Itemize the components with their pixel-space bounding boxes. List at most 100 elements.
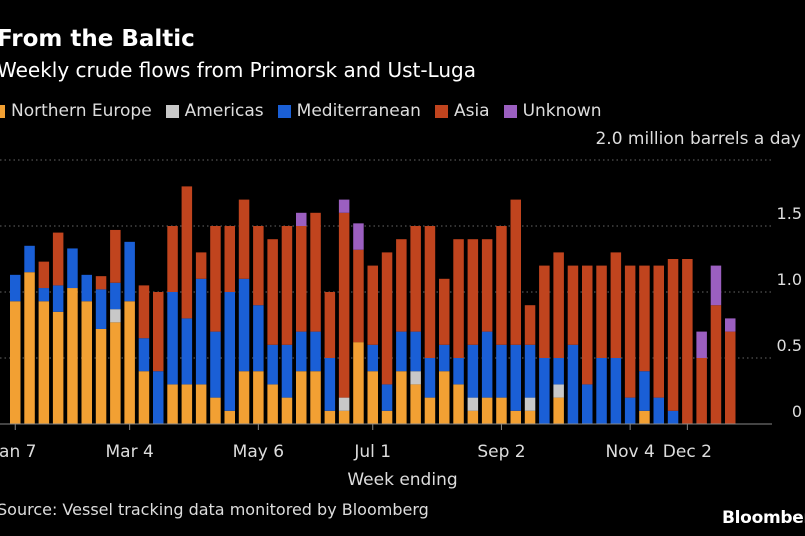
x-tick-label: Jan 7 <box>0 442 36 462</box>
bar-segment-northern-europe <box>124 301 135 424</box>
bar-segment-mediterranean <box>496 344 507 398</box>
y-tick-labels: 0 0.5 1.0 1.5 <box>777 204 802 421</box>
bar-segment-mediterranean <box>324 358 336 411</box>
bar-segment-asia <box>424 226 436 358</box>
bar-segment-americas <box>110 309 121 323</box>
bar-segment-mediterranean <box>52 285 64 312</box>
bar-segment-asia <box>710 305 722 424</box>
bar-segment-northern-europe <box>210 397 221 424</box>
y-tick-label: 1.0 <box>777 270 802 289</box>
bar-segment-mediterranean <box>310 331 321 372</box>
legend-label-unknown: Unknown <box>522 101 602 121</box>
bar-segment-asia <box>410 226 421 332</box>
bar-segment-northern-europe <box>167 384 178 424</box>
x-tick-label: Jul 1 <box>353 442 391 462</box>
legend-label-americas: Americas <box>184 101 264 121</box>
bar-segment-asia <box>95 276 107 290</box>
bar-segment-mediterranean <box>95 289 107 329</box>
bar-segment-asia <box>52 232 64 286</box>
bar-segment-asia <box>224 226 235 292</box>
bar-segment-asia <box>496 226 507 345</box>
bar-segment-northern-europe <box>424 397 436 424</box>
bar-segment-asia <box>567 265 579 345</box>
y-unit-label: 2.0 million barrels a day <box>595 129 801 149</box>
bar-segment-northern-europe <box>110 322 121 424</box>
bar-segment-asia <box>381 252 393 385</box>
bar-segment-asia <box>481 239 493 332</box>
bar-segment-asia <box>682 259 693 424</box>
x-tick-labels: Jan 7 Mar 4 May 6 Jul 1 Sep 2 Nov 4 Dec 2 <box>0 424 712 462</box>
bar-segment-mediterranean <box>596 358 607 424</box>
bar-segment-mediterranean <box>567 344 579 424</box>
x-tick-label: Sep 2 <box>477 442 525 462</box>
bar-segment-mediterranean <box>253 305 264 372</box>
bar-segment-americas <box>467 397 479 411</box>
legend-swatch-mediterranean <box>277 104 291 118</box>
bar-segment-asia <box>238 199 250 279</box>
bar-segment-mediterranean <box>439 344 450 372</box>
bar-segment-asia <box>725 331 736 424</box>
bar-segment-unknown <box>338 199 350 213</box>
x-tick-label: Mar 4 <box>106 442 154 462</box>
y-tick-label: 0 <box>792 402 802 421</box>
bar-segment-mediterranean <box>481 331 493 398</box>
y-tick-label: 0.5 <box>777 336 802 355</box>
legend-label-asia: Asia <box>453 101 490 121</box>
bar-segment-asia <box>181 186 193 319</box>
bar-segment-americas <box>410 371 421 385</box>
bar-segment-northern-europe <box>496 397 507 424</box>
bar-segment-asia <box>353 249 364 343</box>
bar-segment-mediterranean <box>281 344 293 398</box>
bar-segment-mediterranean <box>195 278 207 385</box>
bar-segment-americas <box>338 397 350 411</box>
chart-subtitle: Weekly crude flows from Primorsk and Ust… <box>0 58 476 82</box>
bar-segment-mediterranean <box>453 358 464 385</box>
bar-segment-asia <box>639 265 650 372</box>
bar-segment-asia <box>453 239 464 358</box>
bar-segment-northern-europe <box>24 272 35 424</box>
x-tick-label: May 6 <box>233 442 284 462</box>
bar-segment-unknown <box>725 318 736 332</box>
legend-swatch-unknown <box>503 104 517 118</box>
legend-swatch-northern-europe <box>0 104 5 118</box>
bar-segment-northern-europe <box>296 371 307 424</box>
bar-segment-mediterranean <box>138 338 150 372</box>
bar-segment-northern-europe <box>138 371 150 424</box>
legend-label-northern-europe: Northern Europe <box>11 101 152 121</box>
bar-segment-northern-europe <box>481 397 493 424</box>
x-tick-label: Dec 2 <box>663 442 712 462</box>
bar-segment-northern-europe <box>38 301 50 424</box>
bar-segment-mediterranean <box>424 358 436 398</box>
bar-segment-mediterranean <box>396 331 407 372</box>
bar-segment-mediterranean <box>539 358 550 424</box>
bar-segment-asia <box>367 265 378 345</box>
bar-segment-northern-europe <box>267 384 278 424</box>
bar-segment-mediterranean <box>639 371 650 411</box>
bar-segment-northern-europe <box>453 384 464 424</box>
legend-item-mediterranean: Mediterranean <box>277 101 421 121</box>
bar-segment-asia <box>610 252 622 358</box>
bar-segment-mediterranean <box>210 331 221 398</box>
bar-segment-mediterranean <box>38 288 50 302</box>
bar-segment-asia <box>596 265 607 358</box>
bar-segment-asia <box>510 199 521 345</box>
bar-segment-asia <box>324 292 336 358</box>
bar-segment-mediterranean <box>624 397 636 424</box>
bar-segment-northern-europe <box>95 328 107 424</box>
bar-segment-mediterranean <box>410 331 421 372</box>
bar-segment-unknown <box>296 212 307 226</box>
bar-segment-northern-europe <box>324 410 336 424</box>
bar-segment-asia <box>439 278 450 345</box>
bar-segment-northern-europe <box>310 371 321 424</box>
bar-segment-asia <box>539 265 550 358</box>
bar-segment-northern-europe <box>553 397 564 424</box>
bar-segment-mediterranean <box>667 410 679 424</box>
legend-item-asia: Asia <box>434 101 490 121</box>
bar-segment-mediterranean <box>381 384 393 411</box>
x-axis-title-text: Week ending <box>347 470 458 490</box>
bar-segment-asia <box>267 239 278 345</box>
bar-segment-northern-europe <box>381 410 393 424</box>
bar-segment-asia <box>624 265 636 398</box>
bar-segment-mediterranean <box>167 292 178 385</box>
bar-segment-mediterranean <box>653 397 664 424</box>
